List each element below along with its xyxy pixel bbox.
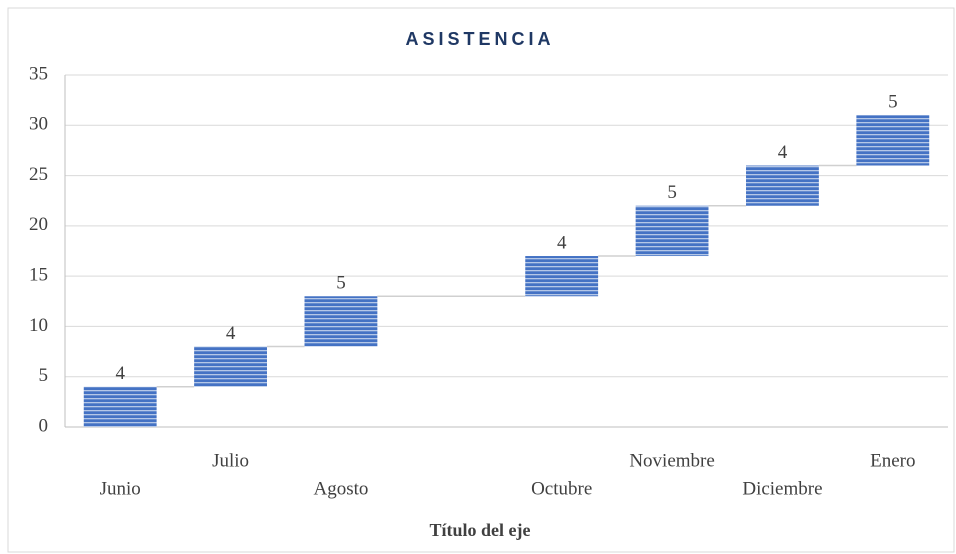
x-tick-label: Diciembre bbox=[742, 478, 822, 499]
y-tick-label: 5 bbox=[39, 365, 49, 386]
chart-title: ASISTENCIA bbox=[405, 29, 554, 49]
x-tick-label: Octubre bbox=[531, 478, 592, 499]
y-tick-label: 20 bbox=[29, 214, 48, 235]
x-tick-label: Enero bbox=[870, 450, 915, 471]
data-label: 5 bbox=[888, 92, 898, 113]
x-tick-label: Noviembre bbox=[629, 450, 714, 471]
x-tick-label: Junio bbox=[100, 478, 141, 499]
bar bbox=[746, 165, 819, 206]
x-tick-label: Julio bbox=[212, 450, 249, 471]
bar bbox=[304, 296, 378, 347]
data-label: 5 bbox=[667, 182, 677, 203]
data-label: 4 bbox=[557, 232, 567, 253]
data-label: 4 bbox=[115, 363, 125, 384]
bar bbox=[856, 115, 930, 166]
bar bbox=[525, 256, 599, 297]
y-tick-label: 0 bbox=[39, 415, 49, 436]
x-tick-label: Agosto bbox=[313, 478, 368, 499]
y-tick-label: 30 bbox=[29, 114, 48, 135]
data-label: 5 bbox=[336, 273, 346, 294]
bar bbox=[194, 346, 267, 387]
data-label: 4 bbox=[226, 323, 236, 344]
y-tick-label: 25 bbox=[29, 164, 48, 185]
data-label: 4 bbox=[778, 142, 788, 163]
bar bbox=[83, 386, 157, 427]
x-axis-title: Título del eje bbox=[430, 520, 531, 540]
y-tick-label: 35 bbox=[29, 63, 48, 84]
chart-border bbox=[7, 7, 955, 553]
bar bbox=[635, 205, 709, 257]
y-tick-label: 15 bbox=[29, 265, 48, 286]
y-tick-label: 10 bbox=[29, 315, 48, 336]
